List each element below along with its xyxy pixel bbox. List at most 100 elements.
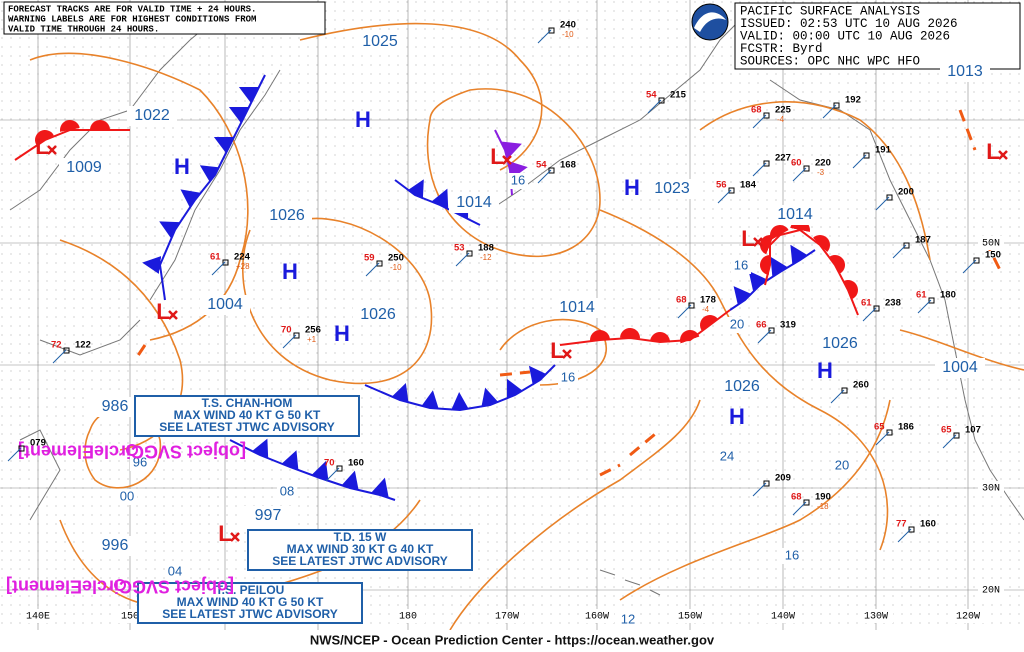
station-pressure: 238 — [885, 298, 901, 309]
station-temp: 61 — [210, 252, 221, 263]
station-pressure: 160 — [348, 458, 364, 469]
noaa-logo — [691, 3, 729, 41]
station-dot — [768, 327, 775, 334]
station-pressure: 180 — [940, 290, 956, 301]
isobar-label: 1014 — [777, 206, 813, 223]
station-pressure: 187 — [915, 235, 931, 246]
storm-name: T.S. CHAN-HOM — [202, 396, 293, 410]
isobar-label: 1009 — [66, 159, 102, 176]
high-center: H — [334, 321, 350, 346]
lon-label-box — [766, 609, 800, 623]
station-dot — [841, 387, 848, 394]
isobar-label: 1026 — [360, 306, 396, 323]
station-pressure: 188 — [478, 243, 494, 254]
station-temp: 70 — [281, 325, 292, 336]
station-dot — [928, 297, 935, 304]
footer: NWS/NCEP - Ocean Prediction Center - htt… — [310, 632, 715, 647]
info-line: ISSUED: 02:53 UTC 10 AUG 2026 — [740, 17, 958, 31]
isobar-short-label: 16 — [561, 369, 575, 384]
lon-label-box — [673, 609, 707, 623]
station-dot — [763, 480, 770, 487]
station-pressure: 178 — [700, 295, 716, 306]
station-pressure: 184 — [740, 180, 757, 191]
station-temp: 68 — [676, 295, 687, 306]
isobar-label: 1026 — [724, 378, 760, 395]
station-temp: 65 — [941, 425, 952, 436]
station-pressure: 150 — [985, 250, 1001, 261]
station-pressure: 191 — [875, 145, 892, 156]
station-dot — [222, 259, 229, 266]
low-cross — [230, 532, 240, 542]
isobar-label-box — [558, 370, 578, 386]
low-center: L — [550, 338, 563, 363]
station-temp: 53 — [454, 243, 465, 254]
labels: 140E150160170180170W160W150W140W130W120W… — [6, 4, 1008, 628]
wind-barb — [752, 114, 767, 129]
station-dot — [803, 499, 810, 506]
station-temp: 66 — [756, 320, 767, 331]
station-tendency: +28 — [236, 262, 250, 271]
wind-barb — [897, 528, 912, 543]
station-pressure: 200 — [898, 187, 914, 198]
station-pressure: 227 — [775, 153, 791, 164]
lon-label: 160W — [585, 612, 609, 623]
station-dot — [903, 242, 910, 249]
station-pressure: 107 — [965, 425, 981, 436]
lat-label: 20N — [982, 586, 1000, 597]
info-line: FCSTR: Byrd — [740, 42, 823, 56]
low-center: L — [35, 134, 48, 159]
station-dot — [658, 97, 665, 104]
station-pressure: 079 — [30, 438, 46, 449]
isobar-label-box — [449, 193, 499, 213]
station-pressure: 225 — [775, 105, 792, 116]
isobar-label-box — [355, 32, 405, 52]
isobar-label: 996 — [102, 537, 129, 554]
station-pressure: 250 — [388, 253, 404, 264]
isobar-label-box — [90, 536, 140, 556]
storm-wind: MAX WIND 40 KT G 50 KT — [177, 595, 324, 609]
isobar-label-box — [508, 173, 528, 189]
storm-box — [137, 582, 363, 624]
wind-barb — [365, 262, 380, 277]
lon-label: 140W — [771, 612, 795, 623]
station-pressure: 319 — [780, 320, 796, 331]
high-center: H — [355, 107, 371, 132]
station-pressure: 160 — [920, 519, 936, 530]
isobar-short-label: 96 — [133, 454, 147, 469]
lon-label-box — [580, 609, 614, 623]
isobar-label-box — [262, 206, 312, 226]
wind-barb — [325, 467, 340, 482]
lon-label: 120W — [956, 612, 980, 623]
lon-label-box — [951, 609, 985, 623]
isobar-label: 1025 — [362, 33, 398, 50]
cyclone-symbol: [object SVGCircleElement] — [18, 441, 246, 461]
station-dot — [63, 347, 70, 354]
isobar-label-box — [59, 158, 109, 178]
wind-barb — [892, 244, 907, 259]
storm-name: T.D. 15 W — [334, 530, 387, 544]
station-dot — [763, 160, 770, 167]
station-temp: 68 — [791, 492, 802, 503]
station-temp: 61 — [916, 290, 927, 301]
wind-barb — [962, 259, 977, 274]
station-dot — [466, 250, 473, 257]
station-dot — [908, 526, 915, 533]
lat-label: 50N — [982, 239, 1000, 250]
wind-barb — [752, 482, 767, 497]
station-pressure: 240 — [560, 20, 576, 31]
station-temp: 54 — [646, 90, 657, 101]
low-center: L — [986, 139, 999, 164]
wind-barb — [677, 304, 692, 319]
storm-name: T.S. PEILOU — [216, 583, 285, 597]
low-cross — [502, 155, 512, 165]
station-dot — [376, 260, 383, 267]
station-pressure: 220 — [815, 158, 831, 169]
station-dot — [886, 429, 893, 436]
station-dot — [18, 445, 25, 452]
station-tendency: -12 — [480, 253, 492, 262]
wind-barb — [211, 261, 226, 276]
isobar-label: 1004 — [942, 359, 978, 376]
isobar-label: 997 — [255, 507, 282, 524]
high-center: H — [174, 154, 190, 179]
